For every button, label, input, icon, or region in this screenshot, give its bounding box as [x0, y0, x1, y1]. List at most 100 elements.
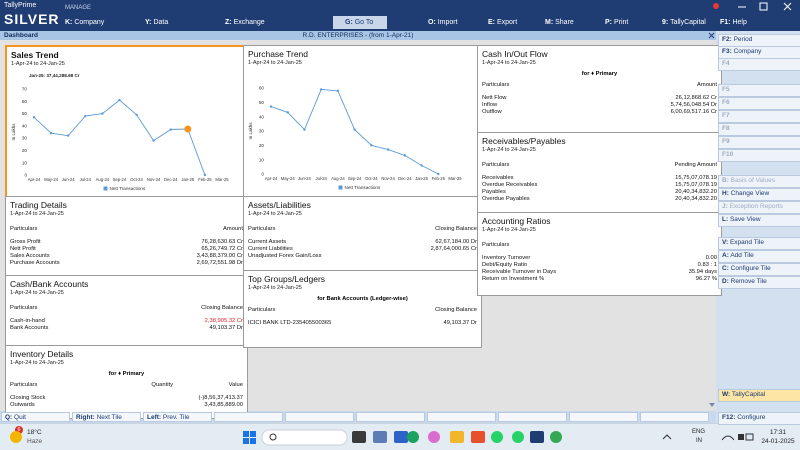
info-tile[interactable]: Accounting Ratios1-Apr-24 to 24-Jan-25 Pa…: [477, 212, 722, 296]
clock-date[interactable]: 24-01-2025: [758, 438, 798, 445]
cell: Cash-in-hand: [10, 318, 205, 325]
tile-title: Assets/Liabilities: [248, 200, 477, 210]
chart-tile[interactable]: Sales Trend1-Apr-24 to 24-Jan-25Jan-25: …: [5, 45, 250, 202]
label: Basis of Values: [731, 177, 775, 184]
data-point: [437, 173, 439, 175]
cell: [113, 395, 173, 402]
menu-item[interactable]: Z: Exchange: [225, 16, 265, 29]
y-tick-label: 20: [22, 148, 28, 153]
y-tick-label: 40: [259, 114, 265, 119]
menu-item[interactable]: M: Share: [545, 16, 574, 29]
data-point: [320, 88, 322, 90]
table-row: Bank Accounts49,103.37 Dr: [10, 325, 243, 332]
info-tile[interactable]: Receivables/Payables1-Apr-24 to 24-Jan-2…: [477, 132, 722, 216]
search-text[interactable]: Search: [280, 433, 302, 440]
x-tick-label: Aug-24: [331, 176, 345, 181]
info-tile[interactable]: Cash In/Out Flow1-Apr-24 to 24-Jan-25for…: [477, 45, 722, 136]
key: F8: [722, 125, 730, 132]
bottom-cell: [640, 412, 709, 422]
cell: Sales Accounts: [10, 253, 197, 260]
x-tick-label: Jul-24: [80, 177, 92, 182]
column-header: Particulars: [10, 226, 223, 233]
tile-scope: for Bank Accounts (Ledger-wise): [248, 296, 477, 302]
label: Exchange: [234, 19, 265, 26]
bottom-cell[interactable]: Q: Quit: [1, 412, 70, 422]
sidebar-button: F10: [718, 149, 800, 162]
menu-item[interactable]: G: Go To: [333, 16, 387, 29]
legend-label: Nett Transactions: [110, 186, 146, 191]
data-point: [287, 111, 289, 113]
column-header: Amount: [223, 226, 243, 233]
tile-scope: for ♦ Primary: [482, 71, 717, 77]
table-row: Payables20,40,34,832.20: [482, 189, 717, 196]
y-tick-label: 10: [259, 157, 265, 162]
x-tick-label: Nov-24: [381, 176, 395, 181]
sidebar-button[interactable]: H: Change View: [718, 188, 800, 201]
column-header: Pending Amount: [674, 162, 717, 169]
key: F9: [722, 138, 730, 145]
key: M:: [545, 19, 553, 26]
sidebar-button[interactable]: A: Add Tile: [718, 250, 800, 263]
weather-badge: 6: [15, 426, 23, 434]
bottom-cell[interactable]: Left: Prev. Tile: [143, 412, 212, 422]
x-tick-label: Nov-24: [147, 177, 161, 182]
label: Exception Reports: [730, 203, 783, 210]
menu-item[interactable]: K: Company: [65, 16, 104, 29]
sidebar-button[interactable]: C: Configure Tile: [718, 263, 800, 276]
key: B:: [722, 177, 729, 184]
cell: Closing Stock: [10, 395, 113, 402]
chart-tile[interactable]: Purchase Trend1-Apr-24 to 24-Jan-25In La…: [243, 45, 482, 200]
table-header: ParticularsAmount: [10, 226, 243, 233]
sidebar-button[interactable]: L: Save View: [718, 214, 800, 227]
key: O:: [428, 19, 436, 26]
info-tile[interactable]: Top Groups/Ledgers1-Apr-24 to 24-Jan-25f…: [243, 270, 482, 348]
clock-time[interactable]: 17:31: [758, 429, 798, 436]
line-chart: In Lakhs0102030405060Apr-24May-24Jun-24J…: [244, 46, 473, 193]
series-line: [34, 100, 205, 175]
data-point: [135, 114, 137, 116]
tile-period: 1-Apr-24 to 24-Jan-25: [482, 227, 717, 233]
table-header: Particulars: [482, 242, 717, 249]
data-point: [270, 105, 272, 107]
sidebar-button[interactable]: V: Expand Tile: [718, 237, 800, 250]
label: Configure Tile: [731, 265, 771, 272]
info-tile[interactable]: Inventory Details1-Apr-24 to 24-Jan-25fo…: [5, 345, 248, 419]
data-point: [101, 112, 103, 114]
label: Save View: [730, 216, 761, 223]
menu-item[interactable]: E: Export: [488, 16, 517, 29]
menu-item[interactable]: 9: TallyCapital: [662, 16, 706, 29]
x-tick-label: May-24: [44, 177, 59, 182]
menu-item[interactable]: P: Print: [605, 16, 628, 29]
tile-period: 1-Apr-24 to 24-Jan-25: [248, 285, 477, 291]
info-tile[interactable]: Cash/Bank Accounts1-Apr-24 to 24-Jan-25P…: [5, 275, 248, 349]
x-tick-label: Jun-24: [298, 176, 311, 181]
tile-title: Accounting Ratios: [482, 216, 717, 226]
sidebar-button[interactable]: W: TallyCapital: [718, 389, 800, 402]
x-tick-label: Jun-24: [62, 177, 75, 182]
menu-item[interactable]: O: Import: [428, 16, 458, 29]
x-tick-label: Feb-25: [432, 176, 446, 181]
language[interactable]: ENG: [692, 429, 705, 435]
cell: 5,74,56,048.54 Dr: [671, 102, 717, 109]
bottom-cell[interactable]: Right: Next Tile: [72, 412, 141, 422]
key: F3:: [722, 48, 732, 55]
sidebar-button: F9: [718, 136, 800, 149]
scroll-arrow[interactable]: [709, 403, 715, 407]
cell: 65,26,749.72 Cr: [201, 246, 243, 253]
cell: Nett Profit: [10, 246, 201, 253]
sidebar-button: J: Exception Reports: [718, 201, 800, 214]
cell: 3,43,85,889.00: [173, 402, 243, 409]
info-tile[interactable]: Trading Details1-Apr-24 to 24-Jan-25Part…: [5, 196, 248, 278]
sidebar-button[interactable]: D: Remove Tile: [718, 276, 800, 289]
menu-item[interactable]: F1: Help: [720, 16, 747, 29]
cell: Outwards: [10, 402, 113, 409]
label: Change View: [731, 190, 770, 197]
region[interactable]: IN: [696, 438, 702, 444]
info-tile[interactable]: Assets/Liabilities1-Apr-24 to 24-Jan-25P…: [243, 196, 482, 272]
sidebar-button[interactable]: F12: Configure: [718, 412, 800, 425]
highlight-point: [184, 126, 191, 133]
y-tick-label: 70: [22, 87, 28, 92]
cell: Current Assets: [248, 239, 435, 246]
cell: Nett Flow: [482, 95, 675, 102]
menu-item[interactable]: Y: Data: [145, 16, 168, 29]
